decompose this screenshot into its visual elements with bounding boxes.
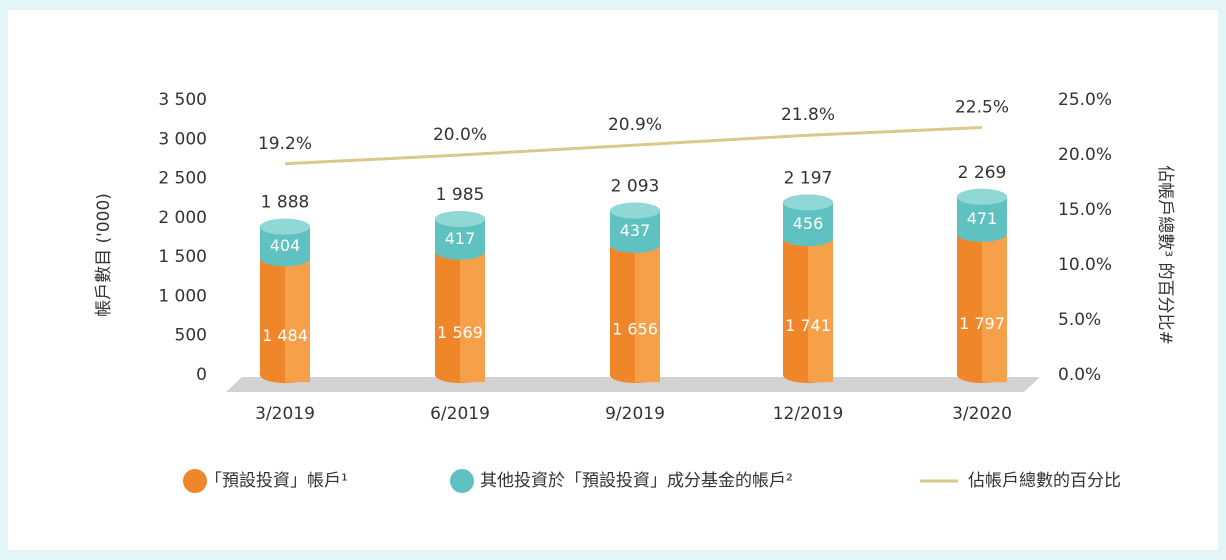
bar-highlight — [808, 238, 833, 383]
data-label: 471 — [967, 209, 998, 228]
bar-segment — [610, 210, 660, 253]
bar-highlight — [635, 244, 660, 383]
bar-top — [610, 202, 660, 219]
line-label: 22.5% — [955, 98, 1009, 118]
bar-segment — [957, 196, 1007, 242]
x-tick-label: 3/2020 — [952, 404, 1012, 424]
y-tick-label: 500 — [175, 326, 207, 346]
x-tick-label: 3/2019 — [255, 404, 315, 424]
legend-swatch — [183, 469, 207, 493]
bar-top — [260, 218, 310, 235]
bar-top — [783, 194, 833, 211]
data-label: 1 741 — [785, 316, 831, 335]
y-tick-label: 1 500 — [158, 247, 207, 267]
x-tick-label: 12/2019 — [773, 404, 844, 424]
total-label: 1 985 — [436, 185, 485, 205]
y2-tick-label: 10.0% — [1058, 255, 1112, 275]
y2-axis-label: 佔帳戶總數³ 的百分比# — [1155, 165, 1175, 344]
bar-segment — [260, 226, 310, 267]
total-label: 2 093 — [611, 177, 660, 197]
total-label: 2 269 — [958, 163, 1007, 183]
legend-label: 佔帳戶總數的百分比 — [968, 471, 1121, 491]
y2-tick-label: 25.0% — [1058, 90, 1112, 110]
data-label: 456 — [793, 214, 824, 233]
x-tick-label: 9/2019 — [605, 404, 665, 424]
bar-segment — [435, 218, 485, 260]
total-label: 2 197 — [784, 168, 833, 188]
legend-label: 其他投資於「預設投資」成分基金的帳戶² — [480, 471, 793, 491]
data-label: 1 484 — [262, 326, 308, 345]
data-label: 1 569 — [437, 323, 483, 342]
y2-tick-label: 15.0% — [1058, 200, 1112, 220]
bar-segment — [783, 202, 833, 247]
y2-tick-label: 5.0% — [1058, 310, 1101, 330]
line — [284, 126, 983, 166]
y-tick-label: 2 000 — [158, 208, 207, 228]
y2-tick-label: 20.0% — [1058, 145, 1112, 165]
bar-top — [435, 210, 485, 227]
line-label: 21.8% — [781, 105, 835, 125]
y2-tick-label: 0.0% — [1058, 365, 1101, 385]
y-axis-label: 帳戶數目 ('000) — [94, 193, 114, 317]
data-label: 404 — [270, 236, 301, 255]
line-label: 20.9% — [608, 115, 662, 135]
data-label: 1 797 — [959, 314, 1005, 333]
y-tick-label: 3 500 — [158, 90, 207, 110]
x-tick-label: 6/2019 — [430, 404, 490, 424]
bar-highlight — [460, 251, 485, 383]
data-label: 417 — [445, 229, 476, 248]
total-label: 1 888 — [261, 193, 310, 213]
data-label: 1 656 — [612, 319, 658, 338]
bar-top — [957, 188, 1007, 205]
bar-highlight — [982, 233, 1007, 383]
bar-highlight — [285, 258, 310, 383]
y-tick-label: 1 000 — [158, 286, 207, 306]
line-label: 20.0% — [433, 125, 487, 145]
legend-label: 「預設投資」帳戶¹ — [205, 471, 348, 491]
y-tick-label: 0 — [196, 365, 207, 385]
y-tick-label: 2 500 — [158, 169, 207, 189]
line-label: 19.2% — [258, 134, 312, 154]
y-tick-label: 3 000 — [158, 129, 207, 149]
legend-swatch — [450, 469, 474, 493]
data-label: 437 — [620, 221, 651, 240]
floor — [226, 377, 1040, 392]
